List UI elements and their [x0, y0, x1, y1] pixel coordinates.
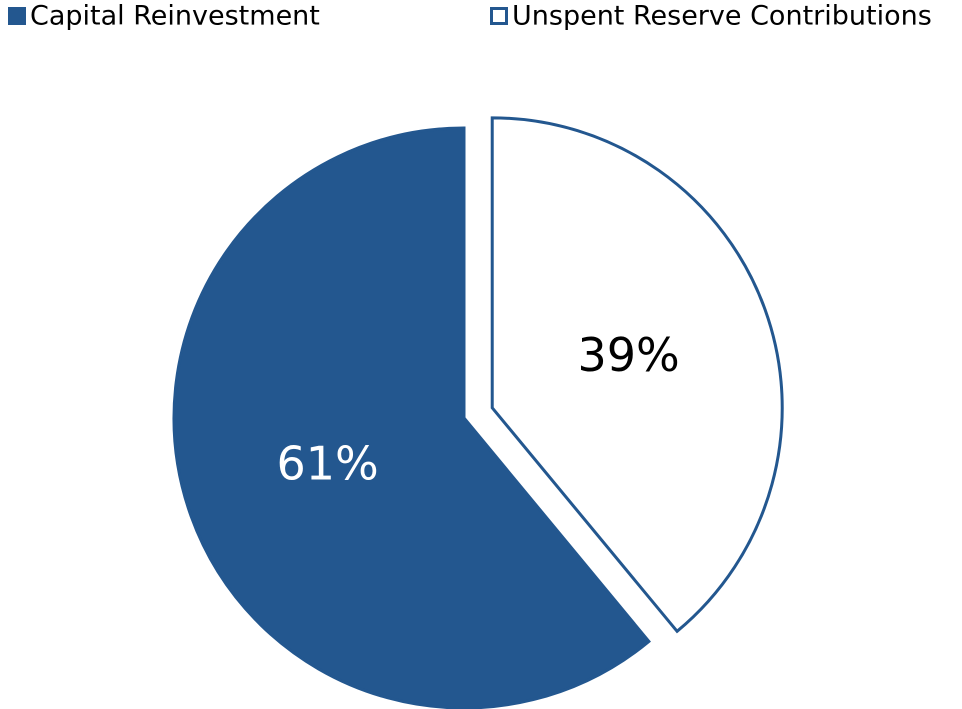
legend-label: Capital Reinvestment	[30, 1, 320, 32]
pie-slice	[490, 116, 784, 634]
legend-marker	[8, 7, 26, 25]
legend-marker	[490, 7, 508, 25]
pie-slice	[172, 126, 651, 709]
legend-label: Unspent Reserve Contributions	[512, 1, 932, 32]
slice-label: 39%	[578, 328, 680, 382]
slice-label: 61%	[276, 437, 378, 491]
